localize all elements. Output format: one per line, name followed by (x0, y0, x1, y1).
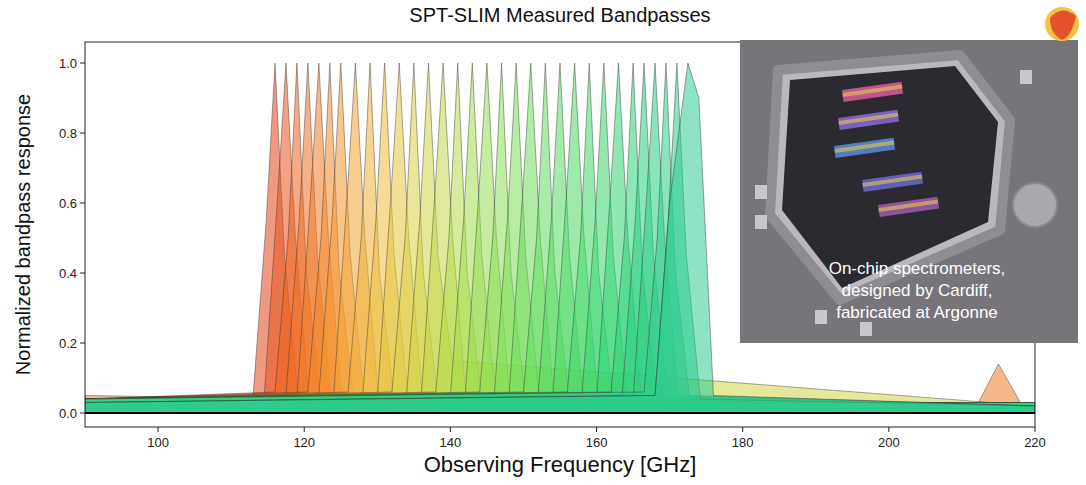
zero-line (85, 412, 1035, 414)
y-tick (80, 133, 85, 134)
bandpass (85, 63, 1035, 413)
bandpass (85, 63, 1035, 413)
series-group (85, 63, 1035, 413)
inset-caption: designed by Cardiff, (842, 281, 993, 300)
bandpass (85, 63, 1035, 413)
x-tick-label: 200 (878, 435, 900, 450)
x-tick (1035, 427, 1036, 432)
connector (815, 310, 827, 324)
chart: SPT-SLIM Measured Bandpasses 100 120 140 160… (0, 0, 1086, 485)
x-tick (304, 427, 305, 432)
bandpass (85, 63, 1035, 413)
title: SPT-SLIM Measured Bandpasses (409, 4, 710, 26)
y-tick (80, 343, 85, 344)
bandpass (85, 63, 1035, 413)
x-tick (742, 427, 743, 432)
inset-caption: fabricated at Argonne (836, 303, 998, 322)
chip-body (842, 82, 903, 102)
y-tick-label: 0.8 (59, 126, 77, 141)
module-housing (770, 55, 1010, 300)
bandpass (85, 63, 1035, 413)
y-tick-label: 0.0 (59, 406, 77, 421)
y-tick-label: 0.4 (59, 266, 77, 281)
bandpass (85, 63, 1035, 413)
chip-body (878, 197, 939, 217)
y-tick (80, 413, 85, 414)
connector (860, 322, 872, 336)
chip (838, 110, 899, 130)
bandpass (85, 63, 1035, 413)
chip (862, 172, 923, 192)
logo (1045, 7, 1079, 41)
bandpass (85, 63, 1035, 413)
bandpass (85, 63, 1035, 413)
bandpass (85, 63, 1035, 413)
y-tick (80, 273, 85, 274)
x-tick-label: 180 (732, 435, 754, 450)
chip-body (838, 110, 899, 130)
bandpass (85, 63, 1035, 413)
inset-photo (740, 40, 1078, 343)
x-tick (888, 427, 889, 432)
bandpass (85, 63, 1035, 413)
y-tick (80, 203, 85, 204)
x-tick-label: 160 (586, 435, 608, 450)
logo-heart (1050, 10, 1076, 40)
bandpass (85, 63, 1035, 413)
bandpass (85, 63, 1035, 413)
bandpass (85, 63, 1035, 413)
connector (755, 185, 767, 199)
x-tick-label: 120 (293, 435, 315, 450)
bandpass (85, 63, 1035, 413)
bandpass (85, 63, 1035, 413)
bandpass (85, 63, 1035, 413)
chip-stripe (838, 113, 898, 125)
chip-stripe (878, 200, 938, 212)
x-tick-label: 100 (147, 435, 169, 450)
module-inner (782, 66, 998, 288)
chip-body (862, 172, 923, 192)
bandpass (85, 63, 1035, 413)
bandpass (85, 63, 1035, 413)
x-tick-label: 140 (440, 435, 462, 450)
chip-stripe (834, 141, 894, 153)
chip (834, 138, 895, 158)
x-axis-title: Observing Frequency [GHz] (424, 452, 697, 477)
bandpass (85, 63, 1035, 413)
logo-sun (1045, 7, 1079, 41)
y-tick-label: 0.2 (59, 336, 77, 351)
bandpass (85, 63, 1035, 413)
bandpass (85, 63, 1035, 413)
bandpass (85, 63, 1035, 413)
y-axis-title: Normalized bandpass response (12, 94, 34, 375)
bandpass (85, 63, 1035, 413)
x-tick-label: 220 (1024, 435, 1046, 450)
bandpass (85, 63, 1035, 413)
bandpass (85, 63, 1035, 413)
bandpass (85, 63, 1035, 413)
chip-stripe (862, 175, 922, 187)
bandpass (85, 63, 1035, 413)
chip (842, 82, 903, 102)
connector (1020, 70, 1032, 84)
inset-caption: On-chip spectrometers, (829, 259, 1006, 278)
inset-bg (740, 40, 1078, 343)
x-tick (450, 427, 451, 432)
bandpass (85, 63, 1035, 413)
y-tick (80, 63, 85, 64)
bandpass (85, 63, 1035, 413)
x-tick (158, 427, 159, 432)
y-tick-label: 1.0 (59, 56, 77, 71)
x-tick (596, 427, 597, 432)
coin (1013, 183, 1057, 227)
connector (755, 215, 767, 229)
chip (878, 197, 939, 217)
plot-frame (85, 42, 1035, 427)
chip-body (834, 138, 895, 158)
y-tick-label: 0.6 (59, 196, 77, 211)
chip-stripe (842, 85, 902, 97)
